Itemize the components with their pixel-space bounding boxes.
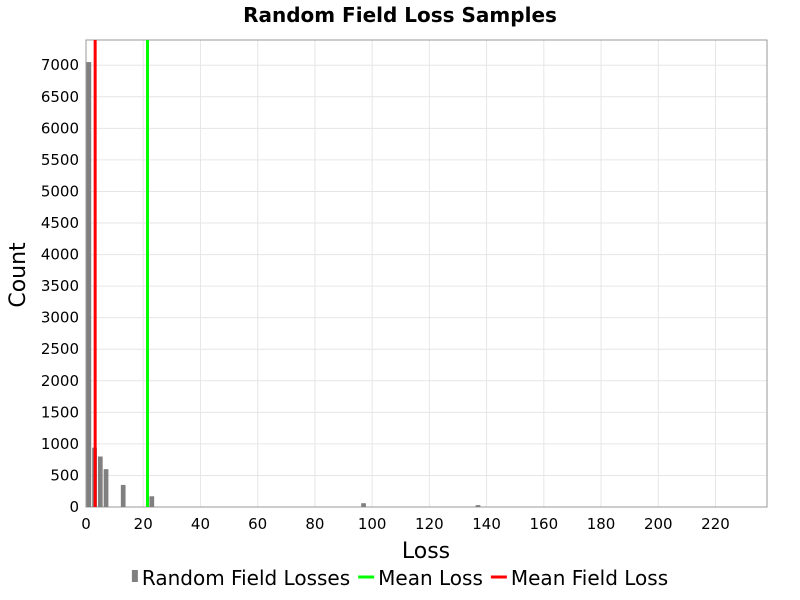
y-tick-label: 7000 xyxy=(41,56,79,74)
x-tick-label: 200 xyxy=(644,515,673,533)
x-tick-label: 20 xyxy=(134,515,153,533)
y-tick-label: 0 xyxy=(69,498,79,516)
histogram-bar xyxy=(120,484,126,507)
legend-label: Mean Loss xyxy=(378,566,483,590)
y-tick-label: 4500 xyxy=(41,214,79,232)
plot-area xyxy=(85,39,768,508)
y-tick-label: 6000 xyxy=(41,119,79,137)
y-tick-label: 5500 xyxy=(41,151,79,169)
y-tick-label: 1000 xyxy=(41,435,79,453)
histogram-bar xyxy=(475,505,481,507)
x-tick-label: 80 xyxy=(305,515,324,533)
legend-item: Mean Field Loss xyxy=(490,566,668,590)
histogram-bar xyxy=(103,469,109,507)
y-tick-label: 500 xyxy=(50,466,79,484)
y-axis-label: Count xyxy=(6,242,31,308)
x-tick-label: 140 xyxy=(472,515,501,533)
mean-lines xyxy=(93,40,150,507)
x-tick-label: 180 xyxy=(587,515,616,533)
legend-item: Random Field Losses xyxy=(131,566,350,590)
y-tick-label: 5000 xyxy=(41,182,79,200)
x-tick-label: 160 xyxy=(529,515,558,533)
x-tick-label: 100 xyxy=(358,515,387,533)
y-tick-label: 4000 xyxy=(41,246,79,264)
legend-label: Random Field Losses xyxy=(142,566,350,590)
y-tick-label: 3000 xyxy=(41,309,79,327)
x-axis-ticks: 0 20 40 60 80 100 120 140 160 180 200 220 xyxy=(81,515,730,533)
x-tick-label: 120 xyxy=(415,515,444,533)
histogram-bar xyxy=(361,503,366,507)
histogram-bar xyxy=(149,496,155,507)
histogram-bar xyxy=(86,62,92,508)
x-tick-label: 220 xyxy=(701,515,730,533)
y-tick-label: 6500 xyxy=(41,88,79,106)
legend-label: Mean Field Loss xyxy=(511,566,668,590)
y-axis-ticks: 0 500 1000 1500 2000 2500 3000 3500 4000 4500 5000… xyxy=(41,56,79,516)
legend: Random Field Losses Mean Loss Mean Field L… xyxy=(131,566,668,590)
y-tick-label: 2000 xyxy=(41,372,79,390)
x-tick-label: 0 xyxy=(81,515,91,533)
y-tick-label: 1500 xyxy=(41,403,79,421)
y-tick-label: 2500 xyxy=(41,340,79,358)
histogram-bar xyxy=(97,456,103,507)
x-axis-label: Loss xyxy=(402,539,450,564)
legend-bar-swatch xyxy=(131,570,138,582)
x-tick-label: 40 xyxy=(191,515,210,533)
legend-item: Mean Loss xyxy=(358,566,483,590)
y-tick-label: 3500 xyxy=(41,277,79,295)
grid-lines xyxy=(85,40,767,508)
chart-title: Random Field Loss Samples xyxy=(243,3,557,27)
x-tick-label: 60 xyxy=(248,515,267,533)
